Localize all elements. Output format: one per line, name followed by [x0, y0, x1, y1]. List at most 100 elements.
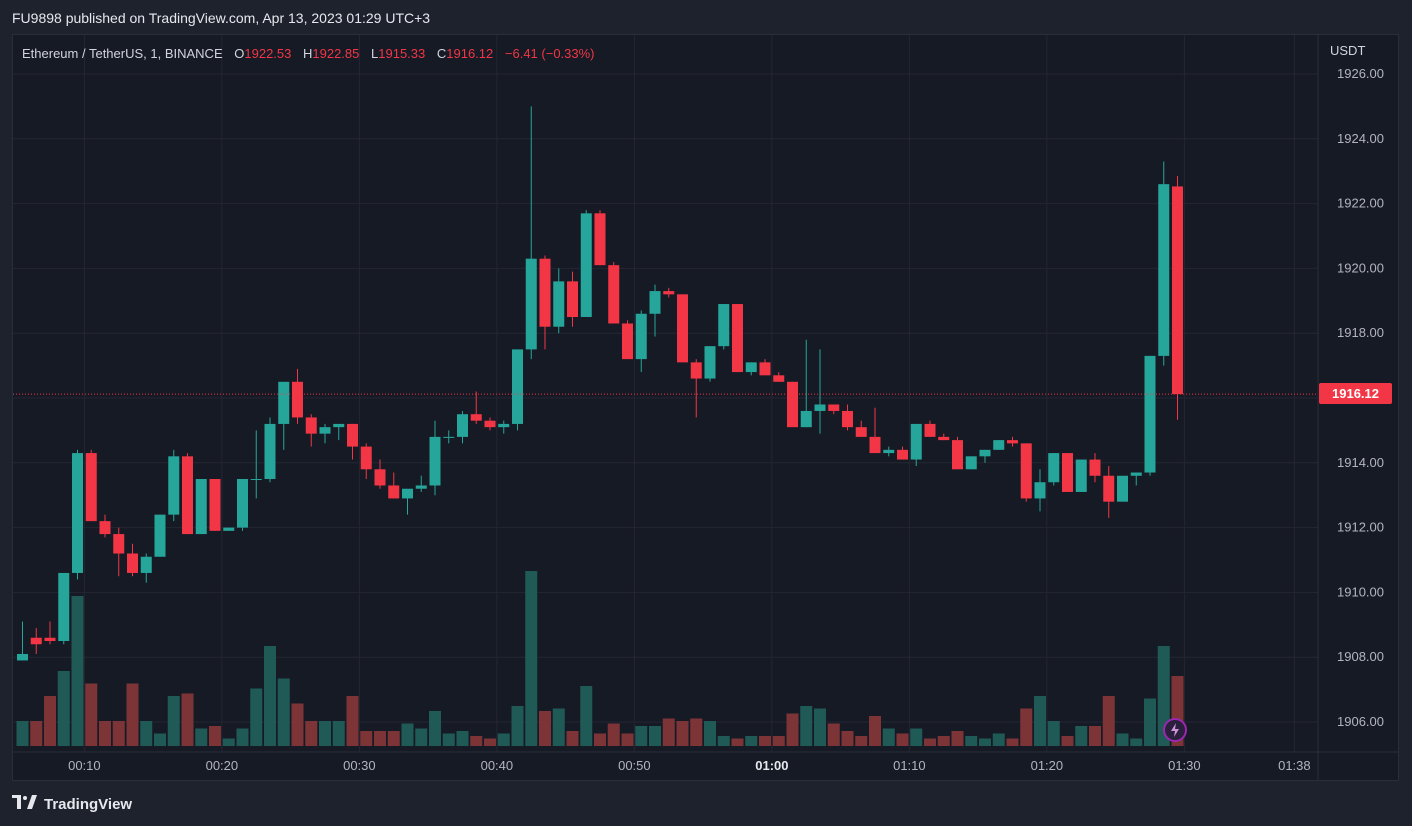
volume-bar — [759, 736, 771, 746]
candle-body — [250, 479, 262, 480]
candle-body — [237, 479, 248, 528]
volume-bar — [1116, 733, 1129, 746]
volume-bar — [250, 688, 263, 746]
high-key: H — [303, 46, 313, 61]
price-tick-label: 1918.00 — [1337, 325, 1384, 340]
price-tick-label: 1908.00 — [1337, 649, 1384, 664]
candle-body — [1007, 440, 1018, 444]
candle-body — [842, 410, 853, 428]
volume-bar — [1047, 721, 1060, 746]
volume-bar — [772, 736, 785, 746]
candle-body — [305, 417, 317, 434]
volume-bar — [387, 731, 400, 746]
volume-bar — [30, 721, 43, 746]
volume-bar — [745, 736, 758, 746]
symbol-legend[interactable]: Ethereum / TetherUS, 1, BINANCE O1922.53… — [22, 46, 603, 61]
candle-body — [1144, 355, 1156, 473]
volume-bar — [154, 733, 166, 746]
volume-bar — [800, 706, 813, 746]
volume-bar — [580, 686, 593, 746]
candle-body — [649, 291, 661, 314]
candle-body — [443, 436, 455, 438]
candle-body — [580, 213, 592, 317]
volume-bar — [332, 721, 345, 746]
symbol-name[interactable]: Ethereum / TetherUS, 1, BINANCE — [22, 46, 223, 61]
volume-bar — [415, 728, 428, 746]
candle-body — [264, 423, 276, 479]
candle-body — [402, 488, 413, 499]
volume-bar — [690, 718, 703, 746]
volume-bar — [484, 738, 496, 746]
price-tick-label: 1910.00 — [1337, 584, 1384, 599]
volume-bar — [195, 728, 208, 746]
volume-bar — [607, 723, 620, 746]
candle-body — [1020, 443, 1032, 499]
volume-bar — [621, 733, 634, 746]
bolt-glyph — [1171, 723, 1179, 737]
time-tick-label: 01:00 — [755, 758, 788, 773]
volume-bar — [319, 721, 331, 746]
candle-body — [154, 514, 166, 557]
volume-bar — [181, 693, 194, 746]
volume-bar — [841, 731, 854, 746]
candle-body — [869, 436, 881, 454]
candle-body — [924, 423, 936, 437]
candle-body — [333, 423, 345, 428]
volume-bar — [1102, 696, 1115, 746]
volume-bar — [429, 711, 441, 746]
volume-bar — [855, 736, 868, 746]
volume-bar — [869, 716, 881, 746]
candle-body — [1130, 472, 1142, 476]
volume-bar — [566, 731, 579, 746]
candle-body — [223, 527, 235, 531]
volume-bar — [277, 678, 290, 746]
candle-body — [292, 381, 303, 418]
candle-body — [622, 323, 633, 360]
candle-body — [759, 362, 771, 376]
volume-bar — [264, 646, 276, 746]
candle-body — [800, 410, 812, 428]
tradingview-logo[interactable]: TradingView — [12, 795, 132, 813]
candle-body — [1062, 453, 1073, 492]
volume-bar — [167, 696, 180, 746]
time-tick-label: 01:10 — [893, 758, 926, 773]
change-value: −6.41 (−0.33%) — [504, 46, 595, 61]
candle-body — [814, 404, 826, 411]
candle-body — [1103, 475, 1115, 502]
volume-bar — [1061, 736, 1074, 746]
volume-bar — [374, 731, 386, 746]
volume-bar — [222, 738, 235, 746]
candle-body — [127, 553, 138, 573]
candle-body — [1034, 482, 1046, 499]
candle-body — [1089, 459, 1101, 476]
close-value: 1916.12 — [446, 46, 494, 61]
currency-label[interactable]: USDT — [1330, 43, 1366, 58]
candle-body — [319, 427, 331, 434]
volume-bar — [99, 721, 111, 746]
volume-bars — [16, 571, 1184, 746]
candle-body — [1075, 459, 1087, 492]
volume-bar — [360, 731, 373, 746]
low-value: 1915.33 — [378, 46, 426, 61]
time-tick-label: 01:20 — [1031, 758, 1064, 773]
candle-body — [525, 258, 537, 350]
lightning-icon[interactable] — [1163, 718, 1187, 742]
volume-bar — [1034, 696, 1046, 746]
volume-bar — [539, 711, 551, 746]
volume-bar — [827, 723, 840, 746]
candle-body — [897, 449, 908, 460]
candle-body — [484, 420, 496, 428]
candle-body — [470, 414, 482, 421]
candle-body — [195, 479, 207, 535]
volume-bar — [525, 571, 538, 746]
high-value: 1922.85 — [312, 46, 360, 61]
volume-bar — [965, 736, 978, 746]
volume-bar — [676, 721, 689, 746]
price-tick-label: 1914.00 — [1337, 455, 1384, 470]
time-tick-label: 00:40 — [481, 758, 514, 773]
volume-bar — [209, 726, 221, 746]
volume-bar — [662, 718, 675, 746]
volume-bar — [456, 731, 469, 746]
candle-body — [883, 449, 895, 454]
